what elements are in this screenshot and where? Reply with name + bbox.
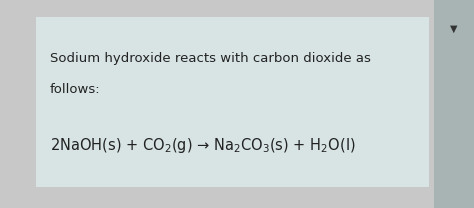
- Text: 2NaOH(s) + CO$_2$(g) → Na$_2$CO$_3$(s) + H$_2$O(l): 2NaOH(s) + CO$_2$(g) → Na$_2$CO$_3$(s) +…: [50, 136, 356, 155]
- Text: ▼: ▼: [450, 24, 458, 34]
- Text: Sodium hydroxide reacts with carbon dioxide as: Sodium hydroxide reacts with carbon diox…: [50, 52, 371, 65]
- Text: follows:: follows:: [50, 83, 100, 96]
- FancyBboxPatch shape: [36, 17, 429, 187]
- FancyBboxPatch shape: [434, 0, 474, 208]
